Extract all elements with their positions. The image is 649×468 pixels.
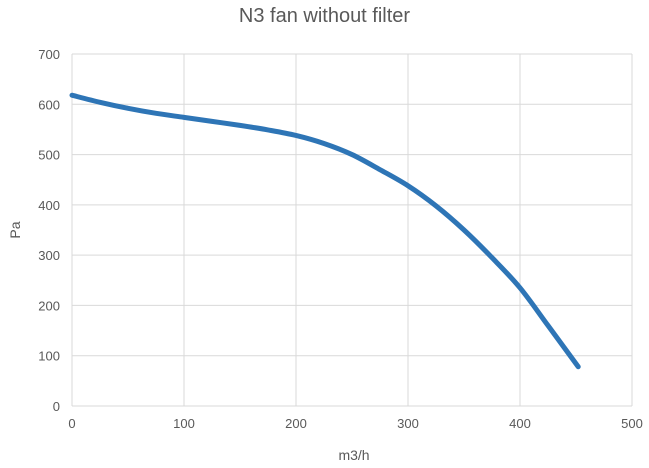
y-tick-label: 500 [38,148,60,163]
x-axis-label: m3/h [338,447,369,463]
chart-title: N3 fan without filter [238,5,411,27]
y-axis-label: Pa [7,221,23,238]
y-tick-label: 300 [38,248,60,263]
x-tick-label: 200 [285,416,307,431]
x-tick-label: 400 [509,416,531,431]
x-tick-label: 300 [397,416,419,431]
x-tick-label: 500 [621,416,643,431]
series-layer [69,92,581,370]
y-tick-label: 400 [38,198,60,213]
y-tick-label: 200 [38,298,60,313]
y-tick-label: 0 [53,399,60,414]
y-tick-label: 700 [38,47,60,62]
y-tick-label: 600 [38,97,60,112]
x-tick-label: 0 [68,416,75,431]
series-line [69,92,581,370]
y-tick-label: 100 [38,349,60,364]
grid-lines [71,53,633,407]
x-tick-label: 100 [173,416,195,431]
tick-labels: 0 100 200 300 400 500 600 700 0 100 200 300 400 500 [38,47,643,431]
